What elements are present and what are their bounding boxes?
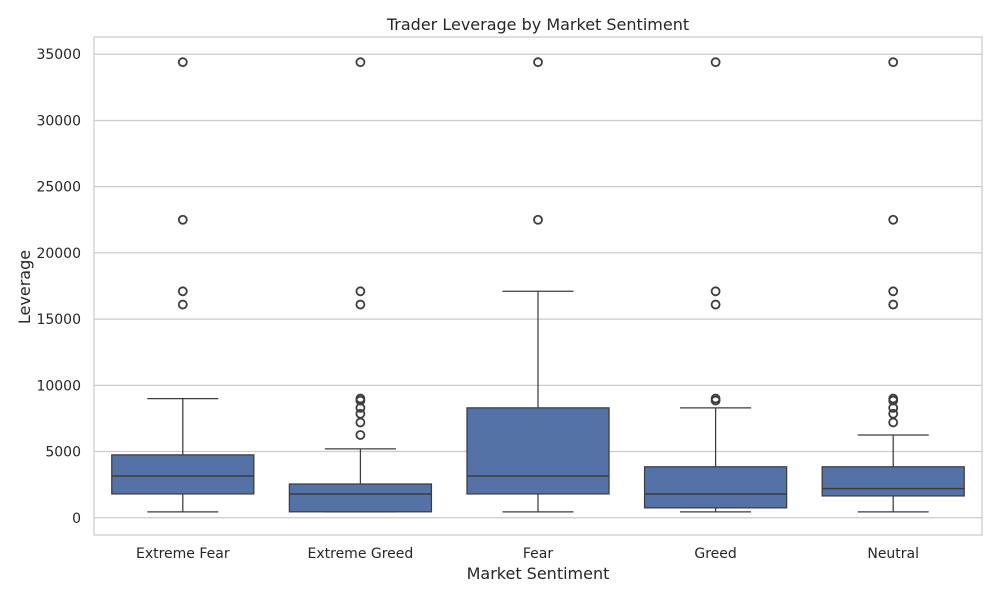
box-iqr: [643, 466, 788, 509]
outlier-point: [710, 299, 721, 310]
y-tick-label: 15000: [36, 312, 81, 328]
outlier-point: [888, 393, 899, 404]
box-group: [821, 57, 965, 513]
outlier-point: [355, 430, 366, 440]
outlier-point: [888, 417, 899, 428]
outlier-point: [355, 417, 366, 428]
box-layer: [111, 57, 965, 513]
x-tick-labels: Extreme Fear Extreme Greed Fear Greed Neutra…: [136, 546, 919, 562]
outlier-point: [355, 393, 366, 404]
outlier-point: [888, 57, 899, 68]
box-group: [643, 57, 788, 513]
outlier-point: [533, 57, 543, 68]
outlier-point: [177, 214, 188, 225]
x-tick-label: Extreme Greed: [308, 546, 414, 562]
y-axis-title: Leverage: [15, 250, 34, 324]
box-group: [466, 57, 610, 513]
y-tick-label: 5000: [45, 445, 81, 461]
outlier-point: [710, 393, 721, 404]
outlier-point: [355, 299, 366, 310]
x-tick-label: Greed: [694, 546, 736, 562]
x-tick-label: Neutral: [867, 546, 919, 562]
y-tick-label: 20000: [36, 246, 81, 262]
outlier-point: [533, 214, 543, 225]
outlier-point: [177, 299, 188, 310]
outlier-point: [710, 286, 721, 297]
y-tick-label: 30000: [36, 113, 81, 129]
box-group: [288, 57, 433, 513]
plot-frame: [93, 36, 983, 536]
x-tick-label: Extreme Fear: [136, 546, 230, 562]
outlier-point: [888, 299, 899, 310]
box-iqr: [288, 483, 433, 513]
y-tick-labels: 0 5000 10000 15000 20000 25000 30000 35000: [36, 47, 81, 527]
chart-title: Trader Leverage by Market Sentiment: [386, 15, 689, 34]
x-axis-title: Market Sentiment: [467, 564, 610, 583]
y-tick-label: 0: [72, 511, 81, 527]
outlier-point: [355, 408, 366, 419]
outlier-point: [888, 214, 899, 225]
outlier-point: [177, 57, 188, 68]
box-iqr: [821, 466, 965, 497]
y-tick-label: 25000: [36, 180, 81, 196]
x-tick-label: Fear: [523, 546, 553, 562]
outlier-point: [177, 286, 188, 297]
outlier-point: [888, 286, 899, 297]
box-iqr: [466, 407, 610, 495]
outlier-point: [710, 57, 721, 68]
outlier-point: [888, 408, 899, 419]
box-iqr: [111, 454, 255, 495]
outlier-point: [355, 57, 366, 68]
y-tick-label: 10000: [36, 378, 81, 394]
y-tick-label: 35000: [36, 47, 81, 63]
outlier-point: [355, 286, 366, 297]
box-group: [111, 57, 255, 513]
